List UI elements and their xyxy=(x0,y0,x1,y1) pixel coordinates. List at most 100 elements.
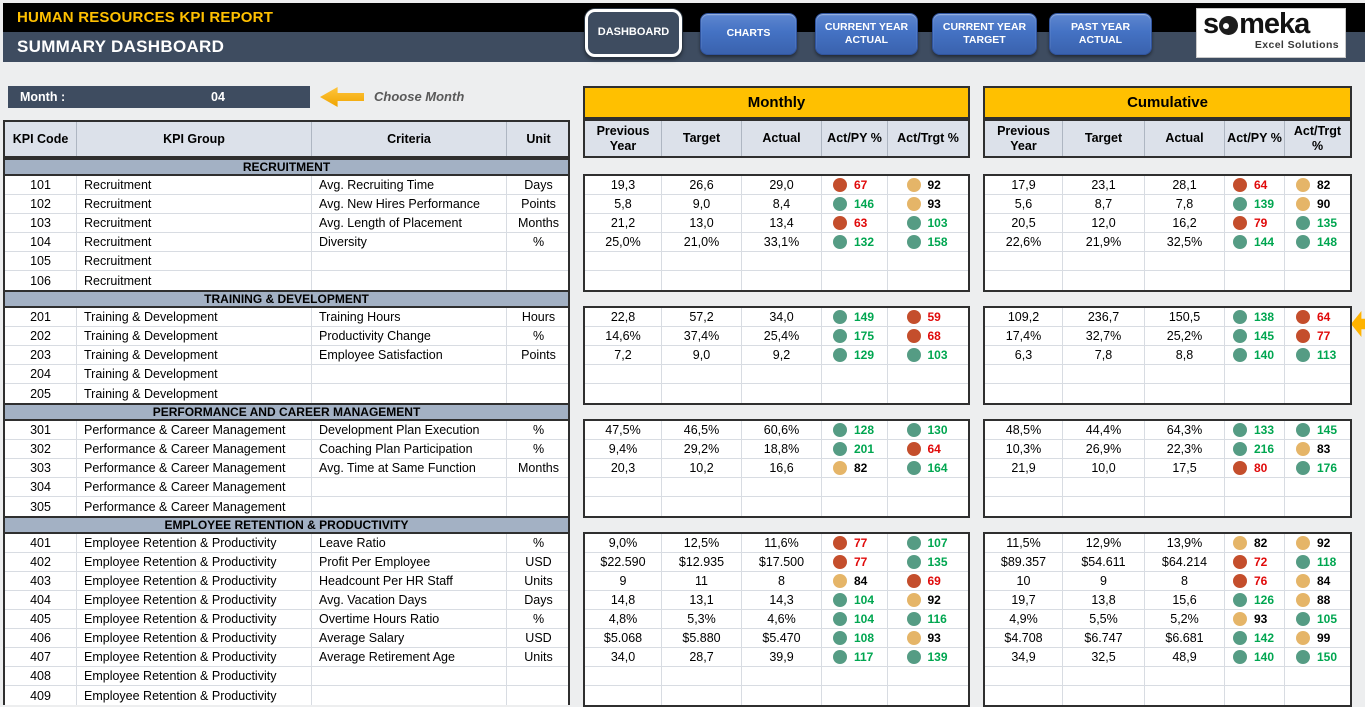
kpi-code: 205 xyxy=(5,384,77,403)
status-value: 140 xyxy=(1254,650,1275,664)
value-block-monthly: 9,0% 12,5% 11,6% 77 107 $22.590 $12.935 $17.500… xyxy=(583,532,970,707)
status-cell xyxy=(1285,497,1350,516)
status-value: 104 xyxy=(854,593,875,607)
value-cell: 9,2 xyxy=(742,346,822,364)
value-cell: 6,3 xyxy=(985,346,1063,364)
kpi-row: 303 Performance & Career Management Avg. T… xyxy=(5,459,568,478)
nav-button-charts[interactable]: CHARTS xyxy=(700,13,797,55)
status-cell: 84 xyxy=(822,572,888,590)
value-cell: 37,4% xyxy=(662,327,742,345)
status-value: 84 xyxy=(854,574,868,588)
col-header-monthly-0: Previous Year xyxy=(585,121,662,156)
status-cell: 148 xyxy=(1285,233,1350,251)
value-cell xyxy=(985,271,1063,290)
value-cell: 5,6 xyxy=(985,195,1063,213)
value-cell xyxy=(585,478,662,496)
status-dot-green xyxy=(906,216,921,230)
status-dot-green xyxy=(1296,650,1310,664)
status-cell xyxy=(1285,365,1350,383)
kpi-row: 203 Training & Development Employee Satisf… xyxy=(5,346,568,365)
status-cell: 80 xyxy=(1225,459,1285,477)
status-cell: 90 xyxy=(1285,195,1350,213)
status-dot-amber xyxy=(1296,178,1310,192)
kpi-row: 305 Performance & Career Management xyxy=(5,497,568,516)
nav-button-current-year-actual[interactable]: CURRENT YEAR ACTUAL xyxy=(815,13,918,55)
value-block-cumulative: 17,9 23,1 28,1 64 82 5,6 8,7 7,8 139 90 20,5 12,0 16… xyxy=(983,174,1352,292)
kpi-left-rows: 201 Training & Development Training Hours H… xyxy=(3,308,570,403)
value-row: 6,3 7,8 8,8 140 113 xyxy=(985,346,1350,365)
status-value: 72 xyxy=(1254,555,1268,569)
value-cell: 18,8% xyxy=(742,440,822,458)
value-row: 25,0% 21,0% 33,1% 132 158 xyxy=(585,233,968,252)
choose-month-hint: Choose Month xyxy=(374,89,465,104)
value-row: 21,9 10,0 17,5 80 176 xyxy=(985,459,1350,478)
kpi-code: 103 xyxy=(5,214,77,232)
month-selector: Month : 04 xyxy=(8,86,310,108)
kpi-row: 402 Employee Retention & Productivity Prof… xyxy=(5,553,568,572)
nav-button-current-year-target[interactable]: CURRENT YEAR TARGET xyxy=(932,13,1037,55)
status-cell: 104 xyxy=(822,610,888,628)
status-value: 77 xyxy=(1317,329,1331,343)
status-cell: 129 xyxy=(822,346,888,364)
kpi-row: 401 Employee Retention & Productivity Leav… xyxy=(5,534,568,553)
status-value: 139 xyxy=(927,650,948,664)
kpi-unit: Months xyxy=(518,216,559,230)
kpi-criteria: Average Salary xyxy=(312,629,507,647)
value-cell: 9,0 xyxy=(662,346,742,364)
status-cell xyxy=(888,478,968,496)
kpi-row: 404 Employee Retention & Productivity Avg.… xyxy=(5,591,568,610)
status-dot-green xyxy=(1233,310,1247,324)
month-value-input[interactable]: 04 xyxy=(211,90,225,104)
kpi-code: 101 xyxy=(5,176,77,194)
status-value: 135 xyxy=(1317,216,1338,230)
value-cell xyxy=(742,252,822,270)
status-cell: 116 xyxy=(888,610,968,628)
status-value: 104 xyxy=(854,612,875,626)
status-cell: 103 xyxy=(888,346,968,364)
kpi-row: 406 Employee Retention & Productivity Aver… xyxy=(5,629,568,648)
kpi-unit: Units xyxy=(524,650,553,664)
value-row: 9,4% 29,2% 18,8% 201 64 xyxy=(585,440,968,459)
status-dot-amber xyxy=(906,593,921,607)
status-value: 76 xyxy=(1254,574,1268,588)
page-title-bar: SUMMARY DASHBOARD xyxy=(3,32,1365,62)
status-cell: 135 xyxy=(1285,214,1350,232)
monthly-subheader: Previous Year Target Actual Act/PY % Act/Trg… xyxy=(583,119,970,158)
kpi-criteria: Diversity xyxy=(312,233,507,251)
kpi-code: 405 xyxy=(5,610,77,628)
status-dot-green xyxy=(1233,442,1247,456)
value-cell: 32,5% xyxy=(1145,233,1225,251)
value-row: 10 9 8 76 84 xyxy=(985,572,1350,591)
value-row: 19,3 26,6 29,0 67 92 xyxy=(585,176,968,195)
status-value: 59 xyxy=(927,310,941,324)
status-dot-red xyxy=(1233,461,1247,475)
value-row xyxy=(985,384,1350,403)
value-block-monthly: 19,3 26,6 29,0 67 92 5,8 9,0 8,4 146 93 21,2 13,0 13… xyxy=(583,174,970,292)
value-cell: 32,5 xyxy=(1063,648,1145,666)
col-header-kpi-group: KPI Group xyxy=(77,122,312,156)
value-cell xyxy=(742,384,822,403)
status-cell: 140 xyxy=(1225,346,1285,364)
value-row: 7,2 9,0 9,2 129 103 xyxy=(585,346,968,365)
kpi-unit: Days xyxy=(524,178,553,192)
status-dot-red xyxy=(906,442,921,456)
status-value: 93 xyxy=(927,197,941,211)
value-block-cumulative: 48,5% 44,4% 64,3% 133 145 10,3% 26,9% 22,3% 216 8… xyxy=(983,419,1352,518)
value-cell xyxy=(662,365,742,383)
nav-button-dashboard[interactable]: DASHBOARD xyxy=(585,9,682,57)
status-value: 64 xyxy=(1317,310,1331,324)
value-cell: 13,4 xyxy=(742,214,822,232)
status-dot-red xyxy=(833,555,847,569)
nav-button-past-year-actual[interactable]: PAST YEAR ACTUAL xyxy=(1049,13,1152,55)
kpi-group: Training & Development xyxy=(77,384,312,403)
value-cell xyxy=(585,497,662,516)
kpi-criteria: Overtime Hours Ratio xyxy=(312,610,507,628)
status-value: 64 xyxy=(1254,178,1268,192)
kpi-unit xyxy=(507,365,570,383)
status-cell xyxy=(1285,252,1350,270)
kpi-group: Employee Retention & Productivity xyxy=(77,591,312,609)
value-cell xyxy=(742,686,822,705)
value-cell: 10,2 xyxy=(662,459,742,477)
status-dot-green xyxy=(833,235,847,249)
kpi-row: 409 Employee Retention & Productivity xyxy=(5,686,568,705)
